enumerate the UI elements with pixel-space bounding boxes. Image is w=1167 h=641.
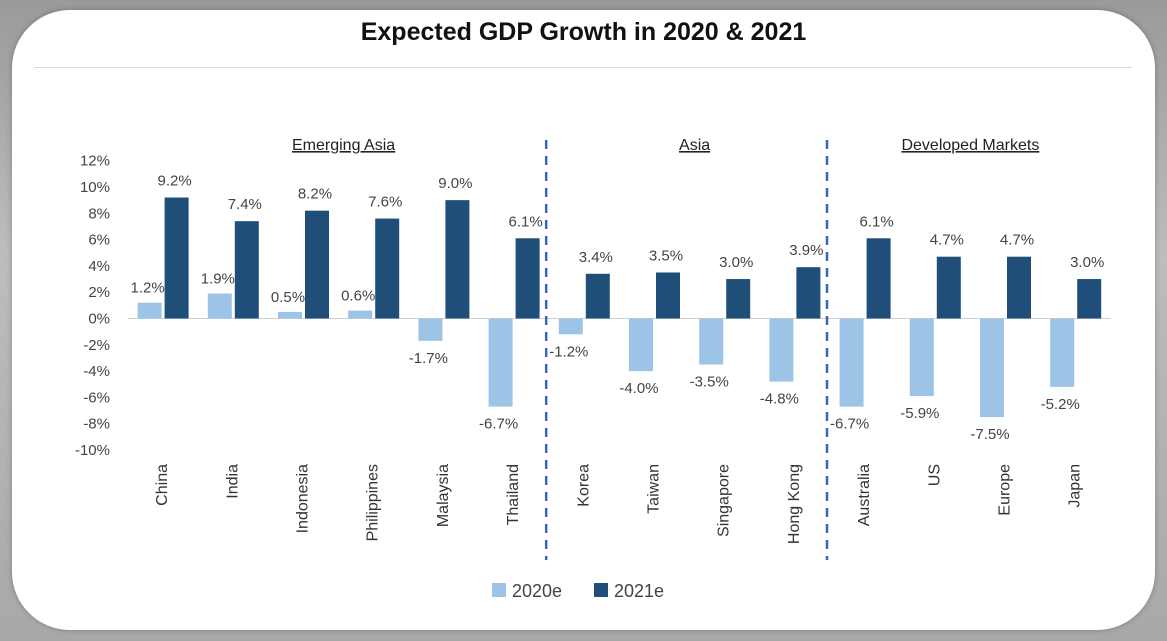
- category-label: China: [154, 464, 171, 506]
- category-label: India: [224, 464, 241, 499]
- data-label-2021e: 4.7%: [1000, 232, 1034, 249]
- data-label-2021e: 9.2%: [157, 173, 191, 190]
- data-label-2020e: -4.0%: [619, 380, 658, 397]
- bar-2021e: [585, 273, 610, 319]
- y-tick-label: -2%: [83, 337, 110, 354]
- y-tick-label: -8%: [83, 416, 110, 433]
- data-label-2021e: 7.4%: [228, 196, 262, 213]
- data-label-2020e: -5.9%: [900, 405, 939, 422]
- group-label: Asia: [679, 137, 710, 154]
- bar-2020e: [207, 293, 232, 319]
- category-label: Korea: [575, 464, 592, 507]
- bar-2020e: [348, 310, 373, 319]
- data-label-2021e: 9.0%: [438, 175, 472, 192]
- data-label-2021e: 7.6%: [368, 194, 402, 211]
- data-label-2020e: -6.7%: [479, 416, 518, 433]
- bar-2020e: [1050, 318, 1075, 387]
- category-label: Indonesia: [295, 464, 312, 533]
- bar-2021e: [1007, 256, 1031, 319]
- category-label: Taiwan: [646, 464, 663, 514]
- data-label-2020e: 0.6%: [341, 288, 375, 305]
- bar-2020e: [839, 318, 864, 407]
- category-label: Philippines: [365, 464, 382, 541]
- bar-2020e: [980, 318, 1004, 418]
- bar-2020e: [418, 318, 443, 341]
- bar-2021e: [936, 256, 961, 319]
- bar-2021e: [445, 200, 470, 319]
- bar-2021e: [1077, 279, 1102, 319]
- bar-2020e: [137, 302, 162, 319]
- legend-swatch-2020e: [492, 583, 506, 597]
- data-label-2021e: 3.9%: [789, 242, 823, 259]
- y-tick-label: 0%: [88, 311, 110, 328]
- bar-2021e: [515, 238, 540, 319]
- category-label: Singapore: [716, 464, 733, 537]
- chart-card: [12, 10, 1155, 630]
- chart-title: Expected GDP Growth in 2020 & 2021: [360, 18, 807, 46]
- category-label: Hong Kong: [786, 464, 803, 544]
- data-label-2021e: 3.0%: [719, 254, 753, 271]
- data-label-2020e: 1.2%: [130, 280, 164, 297]
- data-label-2020e: -6.7%: [830, 416, 869, 433]
- bar-2020e: [488, 318, 513, 407]
- y-tick-label: -4%: [83, 363, 110, 380]
- bar-2021e: [305, 210, 329, 319]
- bar-2021e: [726, 279, 751, 319]
- bar-2021e: [234, 221, 259, 319]
- bar-2020e: [769, 318, 794, 382]
- y-tick-label: 2%: [88, 284, 110, 301]
- category-label: US: [926, 464, 943, 486]
- category-label: Malaysia: [435, 464, 452, 527]
- y-tick-label: 6%: [88, 232, 110, 249]
- bar-2021e: [866, 238, 891, 319]
- legend-label-2020e: 2020e: [512, 581, 562, 601]
- category-label: Thailand: [505, 464, 522, 525]
- bar-2020e: [278, 311, 302, 319]
- category-label: Australia: [856, 464, 873, 526]
- bar-2021e: [375, 218, 400, 319]
- category-label: Japan: [1067, 464, 1084, 508]
- bar-2021e: [656, 272, 680, 319]
- data-label-2020e: -1.7%: [409, 350, 448, 367]
- data-label-2021e: 8.2%: [298, 186, 332, 203]
- data-label-2021e: 6.1%: [508, 213, 542, 230]
- data-label-2021e: 3.5%: [649, 247, 683, 264]
- y-tick-label: 10%: [80, 179, 110, 196]
- category-label: Europe: [997, 464, 1014, 516]
- bar-2020e: [909, 318, 934, 397]
- data-label-2021e: 3.4%: [579, 249, 613, 266]
- data-label-2020e: -5.2%: [1041, 396, 1080, 413]
- bar-2020e: [558, 318, 583, 335]
- data-label-2021e: 3.0%: [1070, 254, 1104, 271]
- y-tick-label: 8%: [88, 205, 110, 222]
- bar-2020e: [699, 318, 724, 365]
- data-label-2021e: 6.1%: [859, 213, 893, 230]
- bar-2021e: [796, 267, 821, 319]
- data-label-2020e: -4.8%: [760, 391, 799, 408]
- data-label-2021e: 4.7%: [930, 232, 964, 249]
- y-tick-label: 12%: [80, 153, 110, 170]
- group-label: Emerging Asia: [292, 137, 395, 154]
- group-label: Developed Markets: [901, 137, 1039, 154]
- y-tick-label: -6%: [83, 389, 110, 406]
- data-label-2020e: -1.2%: [549, 343, 588, 360]
- legend-swatch-2021e: [594, 583, 608, 597]
- data-label-2020e: 0.5%: [271, 289, 305, 306]
- data-label-2020e: -3.5%: [690, 374, 729, 391]
- data-label-2020e: 1.9%: [201, 271, 235, 288]
- bar-2020e: [629, 318, 653, 372]
- y-tick-label: -10%: [75, 442, 110, 459]
- y-tick-label: 4%: [88, 258, 110, 275]
- legend-label-2021e: 2021e: [614, 581, 664, 601]
- title-divider: [34, 67, 1132, 68]
- data-label-2020e: -7.5%: [970, 426, 1009, 443]
- bar-2021e: [164, 197, 189, 319]
